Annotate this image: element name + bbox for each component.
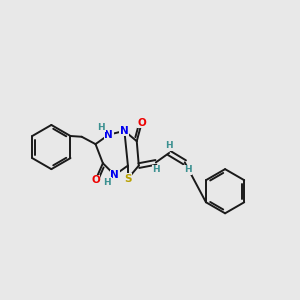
Text: H: H [184, 165, 191, 174]
Text: O: O [91, 175, 100, 185]
Text: H: H [152, 165, 160, 174]
Text: H: H [165, 141, 173, 150]
Text: N: N [104, 130, 113, 140]
Text: N: N [120, 126, 129, 136]
Text: H: H [103, 178, 111, 187]
Text: O: O [137, 118, 146, 128]
Text: N: N [110, 170, 119, 180]
Text: S: S [124, 174, 132, 184]
Text: H: H [98, 123, 105, 132]
